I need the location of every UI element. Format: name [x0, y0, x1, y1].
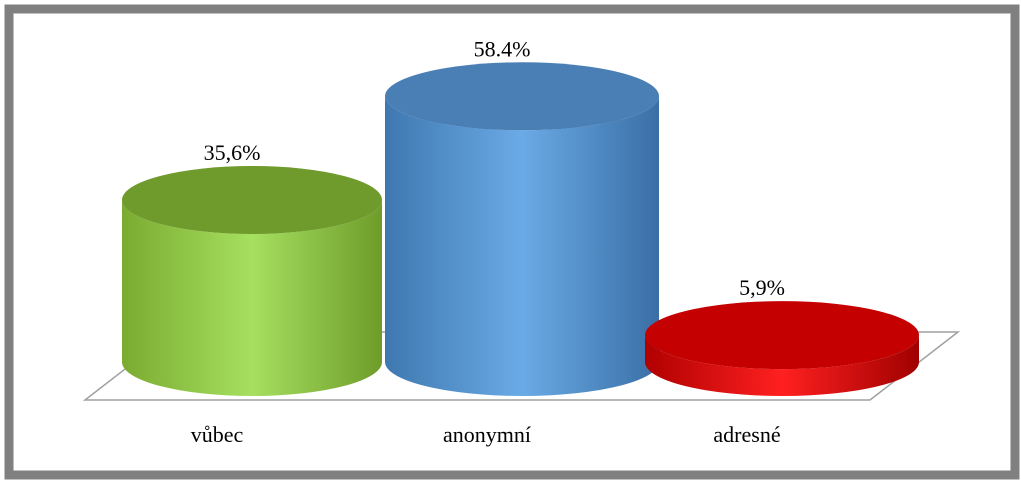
value-label: 58.4%: [474, 36, 531, 61]
cylinder-top: [385, 62, 659, 131]
x-tick-label: vůbec: [191, 422, 244, 447]
cylinder-body: [122, 200, 382, 396]
value-label: 35,6%: [204, 140, 261, 165]
x-tick-label: anonymní: [443, 422, 531, 447]
cylinder-body: [385, 96, 659, 396]
cylinder-top: [645, 301, 919, 370]
cylinder-body: [645, 335, 919, 396]
value-label: 5,9%: [739, 275, 785, 300]
cylinder-top: [122, 166, 382, 235]
x-tick-label: adresné: [713, 422, 780, 447]
